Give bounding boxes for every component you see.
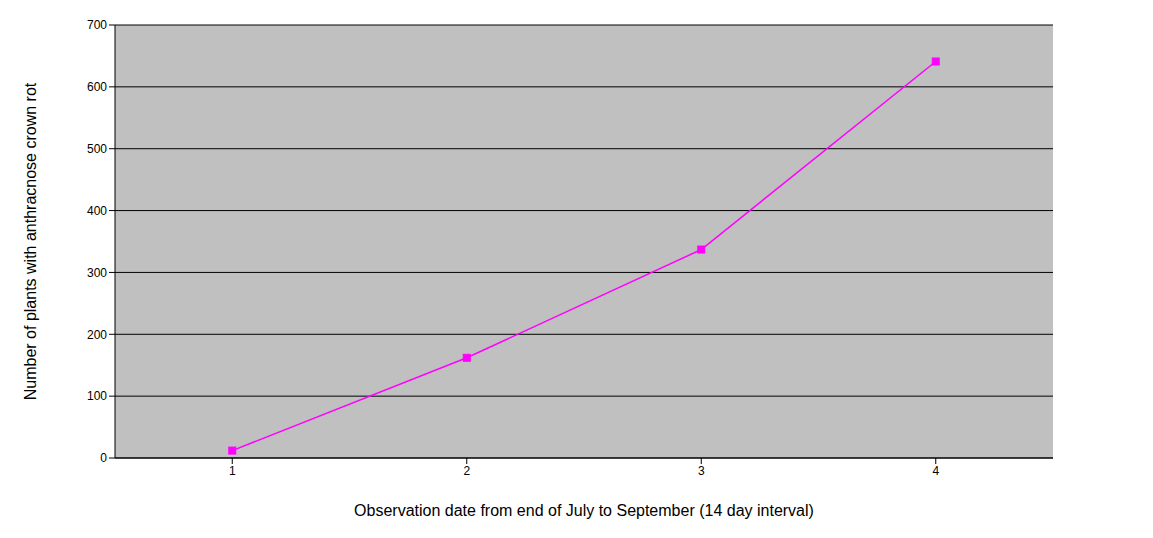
svg-text:300: 300	[87, 266, 107, 280]
svg-text:4: 4	[932, 464, 939, 478]
svg-text:Observation date from end of J: Observation date from end of July to Sep…	[354, 502, 814, 519]
svg-text:2: 2	[463, 464, 470, 478]
svg-text:500: 500	[87, 142, 107, 156]
svg-text:3: 3	[698, 464, 705, 478]
svg-text:0: 0	[100, 451, 107, 465]
svg-text:700: 700	[87, 18, 107, 32]
svg-text:600: 600	[87, 80, 107, 94]
svg-text:100: 100	[87, 389, 107, 403]
svg-text:1: 1	[229, 464, 236, 478]
svg-text:Number of plants with anthracn: Number of plants with anthracnose crown …	[22, 82, 39, 400]
svg-text:400: 400	[87, 204, 107, 218]
svg-text:200: 200	[87, 328, 107, 342]
